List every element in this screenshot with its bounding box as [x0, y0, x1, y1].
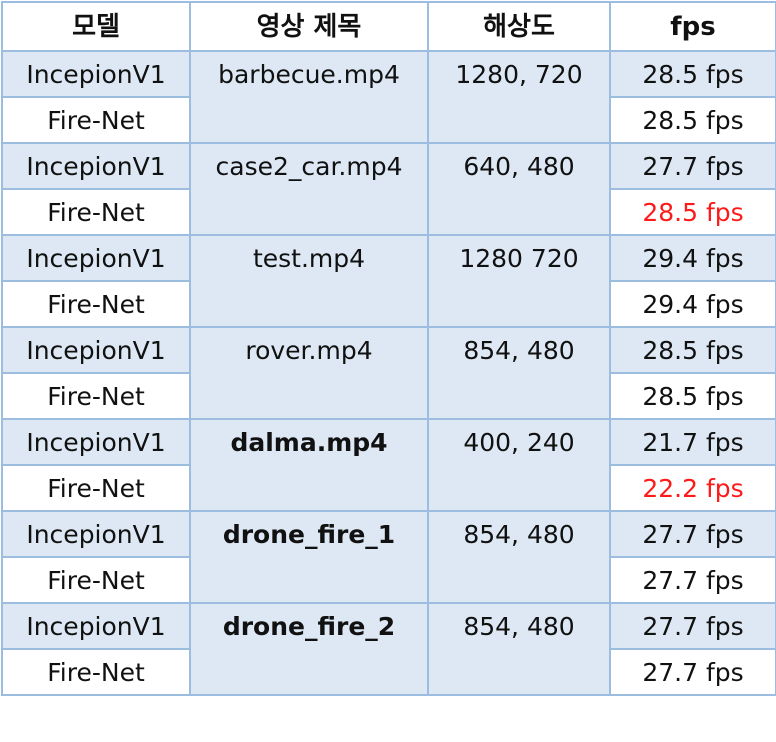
video-title-cell: test.mp4 [189, 234, 429, 328]
fps-cell: 28.5 fps [609, 96, 776, 144]
fps-cell: 27.7 fps [609, 556, 776, 604]
table-row: IncepionV1 dalma.mp4 400, 240 21.7 fps [1, 418, 776, 512]
resolution-cell: 854, 480 [427, 326, 611, 420]
fps-cell: 27.7 fps [609, 142, 776, 190]
video-title-cell: barbecue.mp4 [189, 50, 429, 144]
resolution-cell: 640, 480 [427, 142, 611, 236]
model-name-cell: IncepionV1 [1, 234, 191, 282]
fps-cell-highlighted: 22.2 fps [609, 464, 776, 512]
table-row: Fire-Net 22.2 fps [1, 464, 776, 512]
table-row: IncepionV1 test.mp4 1280 720 29.4 fps [1, 234, 776, 328]
fps-cell: 29.4 fps [609, 280, 776, 328]
fps-cell-highlighted: 28.5 fps [609, 188, 776, 236]
video-title-cell: drone_fire_1 [189, 510, 429, 604]
table-row: IncepionV1 barbecue.mp4 1280, 720 28.5 fps [1, 50, 776, 144]
fps-comparison-table: 모델 영상 제목 해상도 fps IncepionV1 barbecue.mp4 1… [1, 1, 776, 696]
table-row: Fire-Net 28.5 fps [1, 188, 776, 236]
fps-cell: 27.7 fps [609, 648, 776, 696]
fps-cell: 28.5 fps [609, 50, 776, 98]
fps-cell: 21.7 fps [609, 418, 776, 466]
table-row: IncepionV1 drone_fire_1 854, 480 27.7 fps [1, 510, 776, 604]
fps-cell: 28.5 fps [609, 372, 776, 420]
model-name-cell: Fire-Net [1, 96, 191, 144]
table-row: Fire-Net 27.7 fps [1, 556, 776, 604]
resolution-cell: 400, 240 [427, 418, 611, 512]
model-name-cell: IncepionV1 [1, 418, 191, 466]
table-row: Fire-Net 27.7 fps [1, 648, 776, 696]
fps-cell: 29.4 fps [609, 234, 776, 282]
header-fps: fps [609, 1, 776, 52]
model-name-cell: Fire-Net [1, 648, 191, 696]
model-name-cell: IncepionV1 [1, 142, 191, 190]
table-row: Fire-Net 29.4 fps [1, 280, 776, 328]
fps-cell: 27.7 fps [609, 602, 776, 650]
table-body: IncepionV1 barbecue.mp4 1280, 720 28.5 fps F… [1, 50, 776, 696]
model-name-cell: Fire-Net [1, 556, 191, 604]
model-name-cell: IncepionV1 [1, 50, 191, 98]
model-name-cell: Fire-Net [1, 280, 191, 328]
table-row: Fire-Net 28.5 fps [1, 96, 776, 144]
header-row: 모델 영상 제목 해상도 fps [1, 1, 776, 52]
video-title-cell: case2_car.mp4 [189, 142, 429, 236]
model-name-cell: IncepionV1 [1, 602, 191, 650]
header-model: 모델 [1, 1, 191, 52]
video-title-cell: dalma.mp4 [189, 418, 429, 512]
fps-cell: 28.5 fps [609, 326, 776, 374]
header-resolution: 해상도 [427, 1, 611, 52]
resolution-cell: 854, 480 [427, 510, 611, 604]
video-title-cell: drone_fire_2 [189, 602, 429, 696]
resolution-cell: 1280 720 [427, 234, 611, 328]
fps-cell: 27.7 fps [609, 510, 776, 558]
table-row: IncepionV1 drone_fire_2 854, 480 27.7 fps [1, 602, 776, 696]
table-row: IncepionV1 rover.mp4 854, 480 28.5 fps [1, 326, 776, 420]
resolution-cell: 854, 480 [427, 602, 611, 696]
model-name-cell: Fire-Net [1, 372, 191, 420]
model-name-cell: IncepionV1 [1, 510, 191, 558]
resolution-cell: 1280, 720 [427, 50, 611, 144]
table-row: Fire-Net 28.5 fps [1, 372, 776, 420]
video-title-cell: rover.mp4 [189, 326, 429, 420]
model-name-cell: Fire-Net [1, 464, 191, 512]
model-name-cell: IncepionV1 [1, 326, 191, 374]
table-row: IncepionV1 case2_car.mp4 640, 480 27.7 fps [1, 142, 776, 236]
model-name-cell: Fire-Net [1, 188, 191, 236]
header-video-title: 영상 제목 [189, 1, 429, 52]
